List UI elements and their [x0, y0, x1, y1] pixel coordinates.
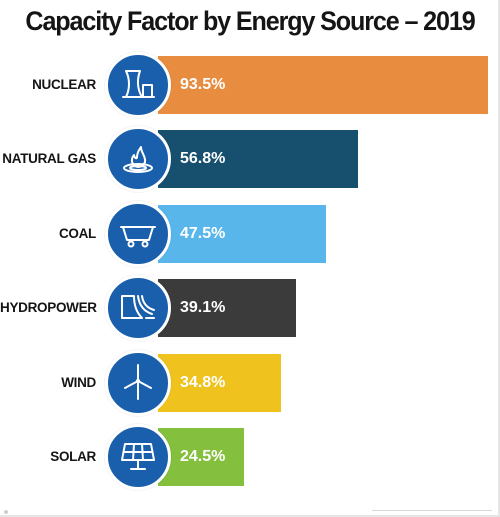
bar: [158, 204, 326, 263]
bar: [158, 428, 244, 486]
coal-cart-icon: [105, 200, 171, 267]
bottom-scroll-strip: [372, 510, 492, 516]
value-label: 39.1%: [180, 299, 226, 317]
category-label: NATURAL GAS: [2, 151, 96, 167]
solar-panel-icon: [105, 424, 171, 490]
category-label: NUCLEAR: [32, 77, 96, 92]
bar: [158, 56, 488, 114]
category-label: SOLAR: [50, 449, 96, 464]
category-label: WIND: [61, 374, 96, 390]
bar: [158, 130, 358, 189]
value-label: 34.8%: [180, 373, 226, 391]
value-label: 47.5%: [180, 224, 226, 242]
value-label: 24.5%: [180, 448, 226, 465]
category-label: HYDROPOWER: [0, 300, 97, 316]
bar-row: SOLAR 24.5%: [0, 424, 500, 490]
nuclear-plant-icon: [105, 52, 171, 118]
value-label: 56.8%: [180, 150, 226, 168]
wind-turbine-icon: [105, 349, 171, 416]
bar-row: WIND 34.8%: [0, 349, 500, 416]
bar-row: COAL 47.5%: [0, 200, 500, 267]
corner-dot: [4, 510, 8, 514]
bar-row: NATURAL GAS 56.8%: [0, 126, 500, 193]
bar-row: HYDROPOWER 39.1%: [0, 275, 500, 342]
bar: [158, 279, 296, 338]
category-label: COAL: [58, 225, 96, 241]
bar: [158, 353, 281, 412]
bar-row: NUCLEAR 93.5%: [0, 52, 500, 118]
value-label: 93.5%: [180, 76, 226, 93]
chart-title: Capacity Factor by Energy Source – 2019: [25, 6, 475, 36]
hydro-dam-icon: [105, 275, 171, 342]
gas-flame-icon: [105, 126, 171, 193]
